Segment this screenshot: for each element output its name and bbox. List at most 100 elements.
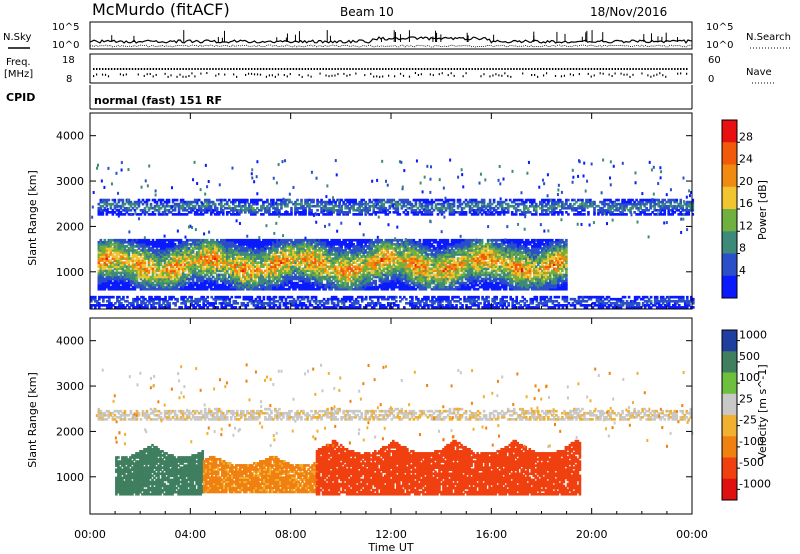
- power-cell: [125, 275, 129, 279]
- power-cell: [177, 257, 181, 260]
- power-cell: [242, 251, 245, 254]
- power-cell: [332, 240, 335, 244]
- power-cell: [129, 271, 133, 275]
- power-cell: [133, 277, 137, 281]
- power-cell: [332, 267, 335, 271]
- power-cell: [292, 275, 295, 279]
- power-cell: [288, 275, 291, 279]
- power-cell: [221, 281, 225, 285]
- power-cell: [183, 283, 187, 287]
- power-cell: [229, 245, 233, 248]
- power-cell: [248, 238, 251, 242]
- power-cell: [264, 269, 267, 273]
- freq-mark: [417, 68, 420, 70]
- freq-mark: [644, 68, 646, 70]
- power-cell: [133, 245, 137, 248]
- power-cell: [127, 287, 131, 291]
- power-cell: [304, 242, 307, 246]
- power-cell: [284, 271, 287, 275]
- power-cell: [260, 245, 263, 248]
- power-cell: [185, 249, 189, 252]
- power-cell: [290, 267, 293, 271]
- power-cell: [298, 271, 301, 275]
- power-cell: [276, 279, 279, 283]
- power-cell: [292, 269, 295, 273]
- power-cell: [296, 263, 299, 267]
- power-cell: [304, 249, 307, 252]
- power-cell: [324, 269, 327, 273]
- power-cell: [242, 238, 245, 242]
- nave-mark: [247, 72, 250, 75]
- power-cell: [129, 245, 133, 248]
- power-cell: [274, 238, 277, 242]
- power-cell: [181, 275, 185, 279]
- power-cell: [278, 273, 281, 277]
- power-cell: [235, 279, 239, 283]
- power-cell: [217, 277, 221, 281]
- power-cell: [219, 240, 223, 244]
- freq-mark: [429, 68, 432, 70]
- power-cell: [223, 275, 227, 279]
- power-cell: [197, 242, 201, 246]
- power-cell: [239, 240, 243, 244]
- freq-mark: [647, 68, 649, 70]
- power-cell: [149, 257, 153, 260]
- power-cell: [322, 287, 325, 291]
- power-cell: [270, 255, 273, 258]
- nave-mark: [498, 74, 500, 77]
- power-cell: [209, 251, 213, 254]
- nave-mark: [119, 73, 122, 76]
- freq-mark: [477, 68, 479, 70]
- power-cell: [215, 275, 219, 279]
- power-cell: [215, 273, 219, 277]
- nave-mark: [507, 75, 509, 78]
- power-cell: [312, 275, 315, 279]
- nave-mark: [283, 73, 285, 76]
- power-cell: [181, 283, 185, 287]
- power-cell: [262, 263, 265, 267]
- power-cell: [111, 285, 115, 289]
- power-cell: [242, 285, 245, 289]
- power-cell: [229, 261, 233, 265]
- power-cell: [310, 285, 313, 289]
- power-cell: [181, 261, 185, 265]
- power-cell: [328, 251, 331, 254]
- power-cell: [298, 255, 301, 258]
- power-cell: [256, 242, 259, 246]
- power-cell: [161, 257, 165, 260]
- power-cell: [119, 287, 123, 291]
- power-cell: [193, 287, 197, 291]
- power-cell: [292, 253, 295, 256]
- power-cell: [165, 257, 169, 260]
- power-cell: [191, 269, 195, 273]
- power-cell: [149, 267, 153, 271]
- power-cell: [203, 255, 207, 258]
- nave-mark: [399, 72, 402, 75]
- power-cell: [300, 275, 303, 279]
- freq-mark: [480, 68, 482, 70]
- power-cell: [296, 245, 299, 248]
- power-cell: [111, 283, 115, 287]
- power-cell: [97, 261, 101, 265]
- power-cell: [284, 279, 287, 283]
- power-cell: [203, 273, 207, 277]
- power-cell: [286, 283, 289, 287]
- power-cell: [308, 238, 311, 242]
- freq-tick-8: 8: [66, 74, 72, 85]
- power-cell: [107, 253, 111, 256]
- freq-mark: [575, 68, 578, 70]
- power-cell: [141, 240, 145, 244]
- power-cell: [262, 271, 265, 275]
- power-cell: [143, 263, 147, 267]
- power-cell: [270, 257, 273, 260]
- power-cell: [157, 275, 161, 279]
- power-cell: [167, 271, 171, 275]
- power-cell: [139, 281, 143, 285]
- power-cell: [268, 259, 271, 262]
- power-cell: [213, 247, 217, 250]
- power-cell: [223, 245, 227, 248]
- power-cell: [101, 267, 105, 271]
- power-cell: [254, 245, 257, 248]
- power-cell: [227, 257, 231, 260]
- power-cell: [223, 251, 227, 254]
